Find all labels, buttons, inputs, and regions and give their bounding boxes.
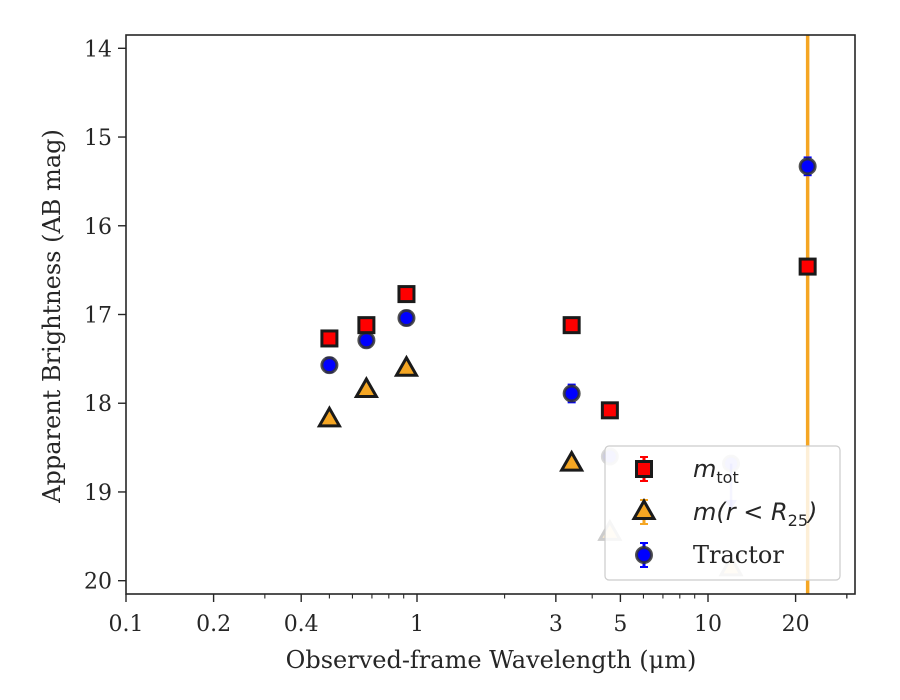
x-tick-label: 0.4 bbox=[284, 612, 319, 637]
m-r25-point-shape bbox=[353, 376, 379, 399]
legend-m-r25-marker-shape bbox=[631, 497, 657, 520]
y-tick-label: 14 bbox=[84, 37, 112, 62]
x-tick-label: 0.2 bbox=[196, 612, 231, 637]
legend-label: mtot bbox=[693, 455, 739, 487]
legend-mtot-marker bbox=[635, 460, 653, 478]
y-tick-label: 20 bbox=[84, 570, 112, 595]
tractor-point-shape bbox=[562, 384, 581, 403]
legend-mtot-marker-shape bbox=[635, 460, 653, 478]
tractor-point bbox=[397, 309, 416, 328]
tractor-point-shape bbox=[357, 331, 376, 350]
x-tick-label: 5 bbox=[613, 612, 627, 637]
x-tick-label: 0.1 bbox=[109, 612, 144, 637]
m-r25-point bbox=[393, 354, 420, 377]
x-tick-label: 1 bbox=[410, 612, 424, 637]
x-tick-label: 10 bbox=[694, 612, 722, 637]
mtot-point bbox=[600, 401, 619, 420]
y-tick-label: 16 bbox=[84, 215, 112, 240]
mtot-point bbox=[397, 285, 416, 304]
mtot-point-shape bbox=[562, 316, 581, 335]
mtot-point bbox=[798, 257, 817, 276]
tractor-point-shape bbox=[798, 157, 817, 176]
y-tick-label: 19 bbox=[84, 481, 112, 506]
m-r25-point bbox=[316, 405, 342, 428]
tractor-point-shape bbox=[320, 356, 339, 375]
m-r25-point bbox=[559, 449, 585, 472]
legend-tractor-marker bbox=[635, 546, 653, 564]
m-r25-point-shape bbox=[559, 449, 585, 472]
tractor-point bbox=[357, 331, 376, 350]
mtot-point bbox=[357, 316, 376, 335]
m-r25-point-shape bbox=[393, 354, 420, 377]
mtot-point bbox=[320, 329, 339, 348]
x-tick-label: 20 bbox=[782, 612, 810, 637]
x-tick-label: 3 bbox=[549, 612, 563, 637]
m-r25-point bbox=[353, 376, 379, 399]
x-axis-label: Observed-frame Wavelength (μm) bbox=[286, 646, 697, 674]
legend-box bbox=[604, 445, 841, 581]
legend-tractor-marker-shape bbox=[635, 546, 653, 564]
y-axis-ticks: 14 15 16 17 18 19 20 bbox=[84, 37, 126, 595]
m-r25-point-shape bbox=[316, 405, 342, 428]
legend: mtot m(r < R25) Tractor bbox=[604, 445, 841, 581]
tractor-point-shape bbox=[397, 309, 416, 328]
mtot-point bbox=[562, 316, 581, 335]
legend-label: Tractor bbox=[693, 541, 784, 569]
tractor-point bbox=[320, 356, 339, 375]
legend-m-r25-marker bbox=[631, 497, 657, 520]
mtot-point-shape bbox=[600, 401, 619, 420]
mtot-point-shape bbox=[798, 257, 817, 276]
y-axis-label: Apparent Brightness (AB mag) bbox=[38, 129, 66, 504]
mtot-point-shape bbox=[320, 329, 339, 348]
y-tick-label: 17 bbox=[84, 304, 112, 329]
tractor-point bbox=[562, 384, 581, 403]
x-axis-ticks: 0.1 0.2 0.4 1 3 5 10 20 bbox=[109, 594, 848, 637]
y-tick-label: 15 bbox=[84, 126, 112, 151]
mtot-point-shape bbox=[357, 316, 376, 335]
mtot-point-shape bbox=[397, 285, 416, 304]
y-tick-label: 18 bbox=[84, 392, 112, 417]
legend-label: m(r < R25) bbox=[693, 498, 817, 530]
tractor-point bbox=[798, 157, 817, 176]
